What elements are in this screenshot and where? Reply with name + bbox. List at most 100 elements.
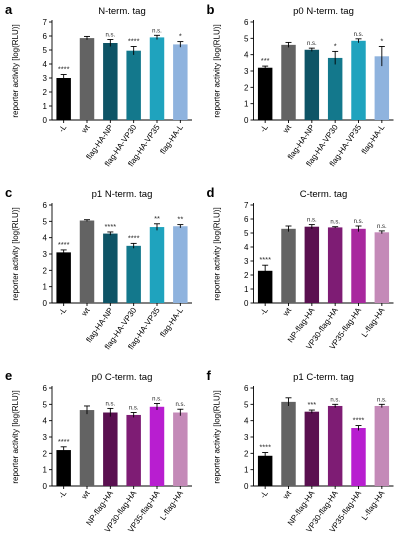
y-tick-label: 1 bbox=[244, 466, 249, 475]
x-tick-label: wt bbox=[79, 305, 92, 318]
significance-label: n.s. bbox=[175, 402, 185, 408]
y-tick-label: 6 bbox=[43, 32, 48, 41]
significance-label: n.s. bbox=[129, 406, 139, 412]
bar bbox=[304, 411, 320, 486]
x-tick-label: -L bbox=[57, 123, 69, 134]
y-tick-label: 7 bbox=[43, 18, 48, 27]
significance-label: **** bbox=[58, 240, 70, 249]
bar bbox=[56, 78, 71, 120]
y-tick-label: 1 bbox=[244, 285, 249, 294]
bar bbox=[351, 428, 366, 486]
y-tick-label: 0 bbox=[244, 299, 249, 308]
x-tick-label: wt bbox=[281, 122, 294, 135]
bar bbox=[103, 43, 118, 120]
bar bbox=[103, 412, 118, 486]
bar bbox=[79, 410, 95, 486]
x-tick-label: -L bbox=[57, 489, 69, 500]
y-tick-label: 1 bbox=[43, 283, 48, 292]
bar bbox=[281, 228, 296, 303]
y-tick-label: 1 bbox=[43, 466, 48, 475]
significance-label: *** bbox=[261, 56, 270, 65]
x-tick-label: flag-HA-L bbox=[360, 123, 387, 156]
bar bbox=[304, 49, 320, 121]
x-tick-label: -L bbox=[258, 306, 270, 317]
significance-label: **** bbox=[259, 443, 271, 452]
significance-label: n.s. bbox=[152, 28, 162, 34]
y-tick-label: 5 bbox=[244, 229, 249, 238]
y-tick-label: 4 bbox=[244, 417, 249, 426]
bar bbox=[351, 40, 366, 120]
bar bbox=[374, 56, 390, 120]
chart-panel-d: d C-term. tag reporter activity [log(RLU)]… bbox=[207, 185, 394, 351]
y-tick-label: 0 bbox=[244, 116, 249, 125]
bar bbox=[281, 44, 296, 120]
y-tick-label: 2 bbox=[43, 88, 48, 97]
bar bbox=[327, 405, 343, 486]
y-tick-label: 4 bbox=[43, 417, 48, 426]
y-tick-label: 5 bbox=[244, 34, 249, 43]
x-tick-label: wt bbox=[79, 488, 92, 501]
significance-label: *** bbox=[307, 400, 316, 409]
y-tick-label: 4 bbox=[244, 243, 249, 252]
bar bbox=[173, 44, 188, 120]
y-tick-label: 3 bbox=[244, 67, 249, 76]
chart-panel-f: f p1 C-term. tag reporter activity [log(RL… bbox=[207, 368, 394, 534]
significance-label: n.s. bbox=[377, 224, 387, 230]
y-tick-label: 2 bbox=[43, 449, 48, 458]
y-axis-label: reporter activity [log(RLU)] bbox=[11, 24, 20, 117]
bar bbox=[374, 405, 390, 486]
y-tick-label: 4 bbox=[244, 51, 249, 60]
y-tick-label: 0 bbox=[244, 482, 249, 491]
y-axis-label: reporter activity [log(RLU)] bbox=[213, 390, 222, 483]
chart-title: p0 N-term. tag bbox=[293, 6, 354, 17]
bar bbox=[149, 37, 165, 120]
bar bbox=[257, 67, 273, 120]
y-axis-label: reporter activity [log(RLU)] bbox=[213, 24, 222, 117]
bar bbox=[173, 226, 188, 303]
y-tick-label: 6 bbox=[244, 18, 249, 27]
y-tick-label: 5 bbox=[43, 46, 48, 55]
x-tick-label: flag-HA-L bbox=[158, 123, 185, 156]
significance-label: n.s. bbox=[354, 32, 364, 38]
significance-label: * bbox=[334, 41, 337, 50]
chart-panel-a: a N-term. tag reporter activity [log(RLU)]… bbox=[5, 2, 192, 168]
bar bbox=[103, 233, 118, 303]
significance-label: n.s. bbox=[354, 219, 364, 225]
significance-label: n.s. bbox=[377, 397, 387, 403]
significance-label: **** bbox=[104, 222, 116, 231]
significance-label: ** bbox=[154, 214, 160, 223]
bar bbox=[56, 450, 71, 486]
y-axis-label: reporter activity [log(RLU)] bbox=[11, 207, 20, 300]
y-tick-label: 1 bbox=[43, 102, 48, 111]
panel-letter: d bbox=[207, 185, 215, 200]
bar bbox=[257, 270, 273, 303]
x-tick-label: -L bbox=[258, 489, 270, 500]
bar bbox=[79, 220, 95, 303]
chart-panel-b: b p0 N-term. tag reporter activity [log(RL… bbox=[207, 2, 394, 168]
y-tick-label: 6 bbox=[244, 384, 249, 393]
chart-panel-e: e p0 C-term. tag reporter activity [log(RL… bbox=[5, 368, 192, 534]
y-tick-label: 4 bbox=[43, 60, 48, 69]
significance-label: n.s. bbox=[105, 33, 115, 39]
x-tick-label: L-flag-HA bbox=[360, 305, 387, 338]
x-tick-label: L-flag-HA bbox=[158, 488, 185, 521]
chart-title: N-term. tag bbox=[98, 6, 146, 17]
y-tick-label: 5 bbox=[43, 217, 48, 226]
y-tick-label: 2 bbox=[244, 83, 249, 92]
chart-title: p1 C-term. tag bbox=[293, 372, 354, 383]
bar bbox=[126, 414, 141, 486]
y-axis-label: reporter activity [log(RLU)] bbox=[11, 390, 20, 483]
y-tick-label: 3 bbox=[43, 250, 48, 259]
panel-letter: a bbox=[5, 2, 13, 17]
bar bbox=[79, 38, 95, 120]
x-tick-label: L-flag-HA bbox=[360, 488, 387, 521]
y-axis-label: reporter activity [log(RLU)] bbox=[213, 207, 222, 300]
y-tick-label: 5 bbox=[43, 400, 48, 409]
x-tick-label: wt bbox=[79, 122, 92, 135]
x-tick-label: -L bbox=[258, 123, 270, 134]
panel-letter: c bbox=[5, 185, 12, 200]
significance-label: n.s. bbox=[307, 218, 317, 224]
chart-title: C-term. tag bbox=[300, 189, 348, 200]
y-tick-label: 6 bbox=[244, 215, 249, 224]
